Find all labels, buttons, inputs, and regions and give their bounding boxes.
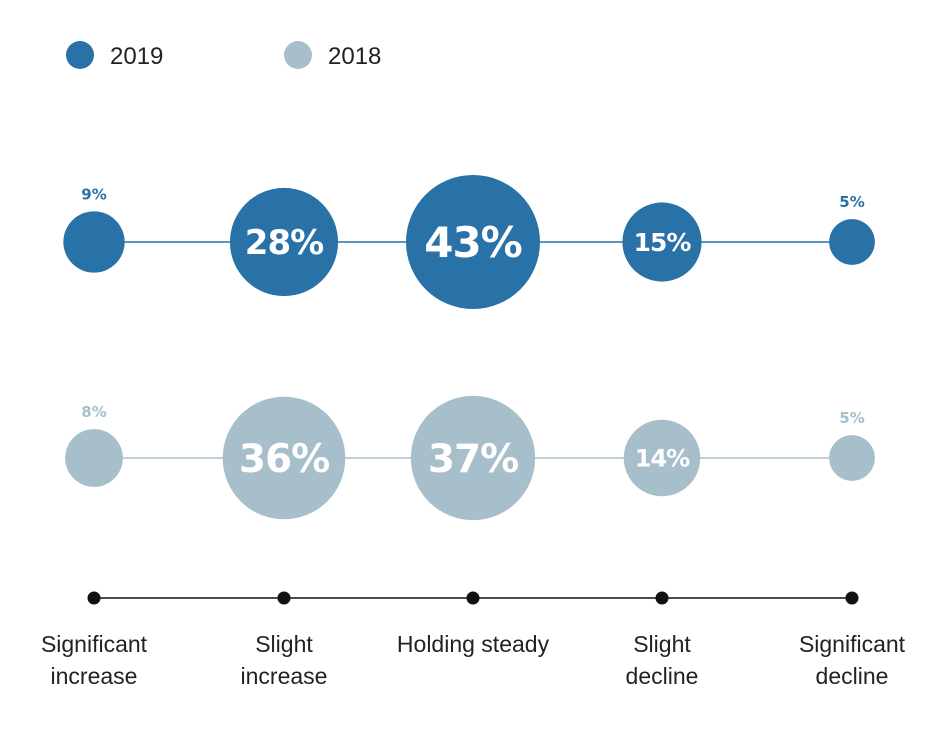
bubble-2019-2 — [406, 175, 540, 309]
series-row-2018: 8% 36% 37% 14% 5% — [65, 395, 875, 521]
legend-marker-2018 — [284, 41, 312, 69]
category-label-4: Significant decline — [799, 631, 906, 689]
bubble-2018-1 — [222, 396, 346, 520]
axis-tick-3 — [655, 591, 669, 605]
legend-marker-2019 — [66, 41, 94, 69]
value-label-2019-4: 5% — [839, 193, 864, 211]
legend: 2019 2018 — [66, 41, 381, 70]
value-label-2018-4: 5% — [839, 409, 864, 427]
value-label-2019-1: 28% — [245, 223, 323, 263]
series-row-2019: 9% 28% 43% 15% 5% — [63, 175, 875, 309]
bubble-2019-4 — [829, 219, 875, 265]
value-label-2018-3: 14% — [635, 445, 690, 473]
bubble-2019-0 — [63, 211, 125, 273]
bubble-2018-3 — [623, 419, 701, 497]
category-label-0: Significant increase — [41, 631, 148, 689]
legend-label-2018: 2018 — [328, 43, 381, 70]
value-label-2019-2: 43% — [424, 218, 522, 267]
value-label-2018-2: 37% — [428, 437, 518, 482]
axis-tick-4 — [845, 591, 859, 605]
value-label-2018-1: 36% — [239, 437, 329, 482]
bubble-2018-0 — [65, 429, 123, 487]
value-label-2018-0: 8% — [81, 403, 106, 421]
series-rows: 9% 28% 43% 15% 5% 8% 36% 37% 14% 5% — [63, 175, 875, 521]
bubble-2019-1 — [229, 187, 339, 297]
category-label-1: Slight increase — [241, 631, 328, 689]
category-label-3: Slight decline — [626, 631, 699, 689]
value-label-2019-3: 15% — [634, 228, 692, 257]
axis-tick-1 — [277, 591, 291, 605]
axis-tick-0 — [87, 591, 101, 605]
bubble-2018-2 — [410, 395, 536, 521]
bubble-2018-4 — [829, 435, 875, 481]
axis-tick-2 — [466, 591, 480, 605]
category-axis: Significant increase Slight increase Holding… — [41, 591, 906, 689]
category-label-2: Holding steady — [397, 631, 550, 657]
value-label-2019-0: 9% — [81, 185, 106, 203]
legend-label-2019: 2019 — [110, 43, 163, 70]
bubble-2019-3 — [622, 202, 702, 282]
